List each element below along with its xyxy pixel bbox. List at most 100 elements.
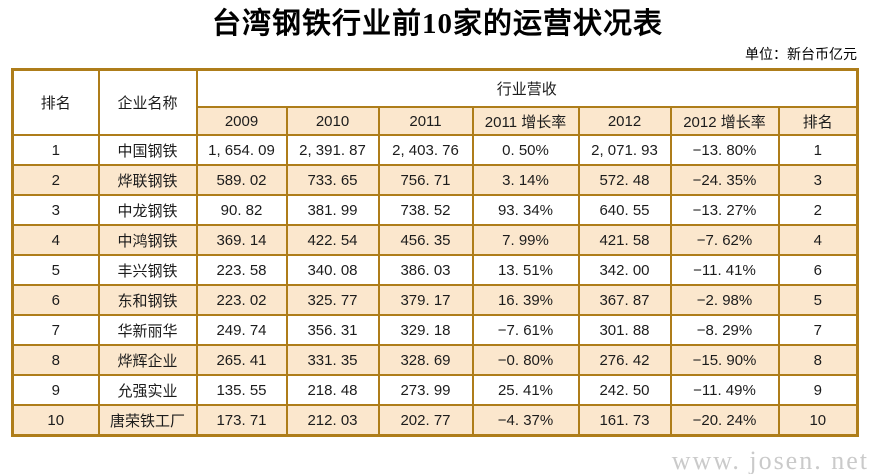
table-row: 3 中龙钢铁 90. 82 381. 99 738. 52 93. 34% 64… — [11, 194, 859, 227]
revenue-2011-cell: 329. 18 — [377, 314, 474, 347]
table-row: 7 华新丽华 249. 74 356. 31 329. 18 −7. 61% 3… — [11, 314, 859, 347]
year-2011-header: 2011 — [377, 106, 474, 137]
company-cell: 丰兴钢铁 — [97, 254, 198, 287]
growth-2011-cell: 25. 41% — [471, 374, 580, 407]
revenue-2011-cell: 273. 99 — [377, 374, 474, 407]
company-cell: 中国钢铁 — [97, 134, 198, 167]
watermark-text: www. josen. net — [671, 446, 869, 474]
revenue-2010-cell: 356. 31 — [285, 314, 380, 347]
table-row: 1 中国钢铁 1, 654. 09 2, 391. 87 2, 403. 76 … — [11, 134, 859, 167]
revenue-2010-cell: 325. 77 — [285, 284, 380, 317]
rank-right-cell: 7 — [777, 314, 859, 347]
growth-2012-cell: −13. 27% — [669, 194, 780, 227]
table-row: 10 唐荣铁工厂 173. 71 212. 03 202. 77 −4. 37%… — [11, 404, 859, 437]
rank-right-cell: 8 — [777, 344, 859, 377]
rank-right-cell: 5 — [777, 284, 859, 317]
revenue-2012-cell: 242. 50 — [577, 374, 672, 407]
growth-2012-cell: −11. 41% — [669, 254, 780, 287]
rank-header: 排名 — [11, 68, 100, 137]
revenue-group-header: 行业营收 — [195, 68, 859, 109]
growth-2012-cell: −8. 29% — [669, 314, 780, 347]
revenue-2011-cell: 738. 52 — [377, 194, 474, 227]
company-cell: 允强实业 — [97, 374, 198, 407]
revenue-2012-cell: 301. 88 — [577, 314, 672, 347]
revenue-2009-cell: 589. 02 — [195, 164, 288, 197]
rank-right-cell: 6 — [777, 254, 859, 287]
rank-cell: 3 — [11, 194, 100, 227]
page-title: 台湾钢铁行业前10家的运营状况表 — [211, 8, 663, 40]
rank-cell: 9 — [11, 374, 100, 407]
growth-2011-cell: 7. 99% — [471, 224, 580, 257]
revenue-2012-cell: 640. 55 — [577, 194, 672, 227]
growth-2012-cell: −20. 24% — [669, 404, 780, 437]
rank-right-cell: 4 — [777, 224, 859, 257]
revenue-2009-cell: 223. 02 — [195, 284, 288, 317]
growth-2011-cell: 13. 51% — [471, 254, 580, 287]
rank-right-cell: 1 — [777, 134, 859, 167]
revenue-2011-cell: 386. 03 — [377, 254, 474, 287]
rank-right-cell: 9 — [777, 374, 859, 407]
rank-right-cell: 3 — [777, 164, 859, 197]
rank-cell: 7 — [11, 314, 100, 347]
rank-cell: 10 — [11, 404, 100, 437]
revenue-2011-cell: 328. 69 — [377, 344, 474, 377]
company-cell: 中龙钢铁 — [97, 194, 198, 227]
revenue-2011-cell: 2, 403. 76 — [377, 134, 474, 167]
revenue-2009-cell: 249. 74 — [195, 314, 288, 347]
header-row-top: 排名 企业名称 行业营收 — [11, 68, 859, 137]
growth-2011-cell: 3. 14% — [471, 164, 580, 197]
rank-right-cell: 10 — [777, 404, 859, 437]
revenue-2012-cell: 342. 00 — [577, 254, 672, 287]
company-cell: 唐荣铁工厂 — [97, 404, 198, 437]
revenue-2010-cell: 381. 99 — [285, 194, 380, 227]
rank-cell: 2 — [11, 164, 100, 197]
growth-2012-header: 2012 增长率 — [669, 106, 780, 137]
company-cell: 中鸿钢铁 — [97, 224, 198, 257]
rank-cell: 4 — [11, 224, 100, 257]
revenue-2010-cell: 2, 391. 87 — [285, 134, 380, 167]
revenue-2012-cell: 161. 73 — [577, 404, 672, 437]
rank-right-header: 排名 — [777, 106, 859, 137]
revenue-2010-cell: 331. 35 — [285, 344, 380, 377]
company-cell: 烨联钢铁 — [97, 164, 198, 197]
company-cell: 华新丽华 — [97, 314, 198, 347]
growth-2011-cell: 16. 39% — [471, 284, 580, 317]
table-row: 2 烨联钢铁 589. 02 733. 65 756. 71 3. 14% 57… — [11, 164, 859, 197]
revenue-2010-cell: 212. 03 — [285, 404, 380, 437]
growth-2012-cell: −7. 62% — [669, 224, 780, 257]
revenue-2012-cell: 421. 58 — [577, 224, 672, 257]
data-table: 排名 企业名称 行业营收 2009 2010 2011 2011 增长率 201… — [11, 67, 860, 437]
table-row: 9 允强实业 135. 55 218. 48 273. 99 25. 41% 2… — [11, 374, 859, 407]
growth-2011-cell: −7. 61% — [471, 314, 580, 347]
revenue-2011-cell: 756. 71 — [377, 164, 474, 197]
growth-2012-cell: −24. 35% — [669, 164, 780, 197]
unit-label: 单位：新台币亿元 — [745, 47, 857, 63]
revenue-2010-cell: 340. 08 — [285, 254, 380, 287]
growth-2012-cell: −11. 49% — [669, 374, 780, 407]
revenue-2011-cell: 379. 17 — [377, 284, 474, 317]
year-2009-header: 2009 — [195, 106, 288, 137]
rank-cell: 5 — [11, 254, 100, 287]
rank-cell: 1 — [11, 134, 100, 167]
revenue-2012-cell: 572. 48 — [577, 164, 672, 197]
growth-2011-cell: −4. 37% — [471, 404, 580, 437]
year-2010-header: 2010 — [285, 106, 380, 137]
revenue-2009-cell: 265. 41 — [195, 344, 288, 377]
revenue-2009-cell: 90. 82 — [195, 194, 288, 227]
revenue-2012-cell: 276. 42 — [577, 344, 672, 377]
table-row: 4 中鸿钢铁 369. 14 422. 54 456. 35 7. 99% 42… — [11, 224, 859, 257]
table-row: 8 烨辉企业 265. 41 331. 35 328. 69 −0. 80% 2… — [11, 344, 859, 377]
revenue-2009-cell: 1, 654. 09 — [195, 134, 288, 167]
growth-2011-cell: 93. 34% — [471, 194, 580, 227]
growth-2012-cell: −2. 98% — [669, 284, 780, 317]
company-cell: 东和钢铁 — [97, 284, 198, 317]
revenue-2009-cell: 369. 14 — [195, 224, 288, 257]
revenue-2009-cell: 173. 71 — [195, 404, 288, 437]
revenue-2011-cell: 202. 77 — [377, 404, 474, 437]
revenue-2010-cell: 422. 54 — [285, 224, 380, 257]
revenue-2010-cell: 218. 48 — [285, 374, 380, 407]
rank-right-cell: 2 — [777, 194, 859, 227]
growth-2012-cell: −15. 90% — [669, 344, 780, 377]
growth-2012-cell: −13. 80% — [669, 134, 780, 167]
